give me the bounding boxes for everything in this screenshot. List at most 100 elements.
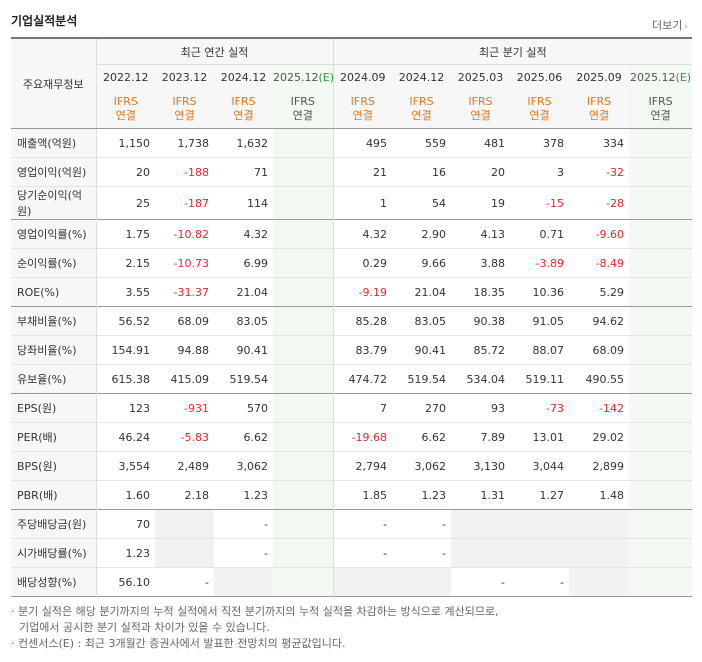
table-cell (273, 451, 334, 481)
table-cell: 91.05 (532, 314, 565, 328)
table-cell: -8.49 (595, 256, 625, 270)
period-header: 2025.12(E) (273, 64, 334, 90)
table-cell (273, 186, 334, 220)
table-cell (629, 277, 693, 307)
table-cell (273, 128, 334, 158)
table-cell: - (560, 575, 565, 589)
table-cell: 9.66 (421, 256, 447, 270)
table-cell: 3.88 (480, 256, 506, 270)
table-cell: -5.83 (180, 430, 209, 444)
table-cell: 3,062 (414, 459, 447, 473)
table-cell: 114 (247, 196, 268, 210)
period-header: 2025.12(E) (629, 64, 693, 90)
more-label: 더보기 (652, 19, 683, 32)
table-cell (569, 509, 630, 539)
table-cell (629, 422, 693, 452)
table-row: 배당성향(%) 56.10 - - - (11, 567, 693, 597)
table-cell: 6.99 (243, 256, 269, 270)
table-row: PER(배) 46.24 -5.83 6.62 -19.68 6.62 7.89 13.01 2… (11, 422, 693, 452)
table-cell (273, 364, 334, 394)
table-cell: 21.04 (414, 285, 447, 299)
table-cell (273, 480, 334, 510)
table-cell (629, 186, 693, 220)
table-cell: 29.02 (592, 430, 625, 444)
table-cell: 19 (491, 196, 506, 210)
table-cell: 559 (425, 136, 447, 150)
table-row: 매출액(억원) 1,150 1,738 1,632 495 559 481 378 334 (11, 128, 693, 158)
table-row: BPS(원) 3,554 2,489 3,062 2,794 3,062 3,130 3,04… (11, 451, 693, 481)
note-quarterly-calc: · 분기 실적은 해당 분기까지의 누적 실적에서 직전 분기까지의 누적 실적… (11, 605, 499, 618)
table-row: 유보율(%) 615.38 415.09 519.54 474.72 519.54 534.… (11, 364, 693, 394)
more-link[interactable]: 더보기 › (652, 17, 688, 33)
row-label: 당좌비율(%) (11, 335, 96, 365)
table-cell: 415.09 (170, 372, 210, 386)
ifrs-label: IFRS 연결 (273, 90, 334, 129)
table-cell (273, 306, 334, 336)
table-cell: 94.62 (592, 314, 625, 328)
table-cell: 519.54 (407, 372, 447, 386)
corner-label: 주요재무정보 (11, 37, 96, 129)
table-cell (629, 393, 693, 423)
table-cell: 46.24 (95, 422, 155, 452)
table-cell: 495 (332, 128, 393, 158)
table-cell: 519.54 (229, 372, 269, 386)
table-cell: 90.41 (414, 343, 447, 357)
table-cell: 3,554 (95, 451, 155, 481)
table-cell: 20 (491, 165, 506, 179)
table-cell (629, 157, 693, 187)
ifrs-label: IFRS 연결 (569, 90, 630, 129)
period-header: 2025.03 (451, 64, 511, 90)
table-row: 부채비율(%) 56.52 68.09 83.05 85.28 83.05 90.38 91.… (11, 306, 693, 336)
period-label: 2025.12 (630, 71, 676, 84)
table-cell: 1.23 (95, 538, 155, 568)
table-cell: 2.90 (421, 227, 447, 241)
ifrs-label: IFRS 연결 (95, 90, 155, 129)
table-cell (273, 248, 334, 278)
ifrs-label: IFRS 연결 (510, 90, 570, 129)
table-cell: - (264, 546, 268, 560)
table-cell: 68.09 (177, 314, 210, 328)
table-cell: 85.28 (332, 306, 393, 336)
table-cell (273, 335, 334, 365)
table-cell: 56.10 (95, 567, 155, 597)
table-cell: 2.18 (184, 488, 210, 502)
table-cell: 21.04 (236, 285, 269, 299)
table-cell (273, 422, 334, 452)
table-cell: 13.01 (532, 430, 565, 444)
table-cell (629, 480, 693, 510)
table-cell: 21 (332, 157, 393, 187)
table-cell: - (442, 546, 447, 560)
table-cell: 18.35 (473, 285, 506, 299)
row-label: PER(배) (11, 422, 96, 452)
table-cell: 7 (332, 393, 393, 423)
row-label: 주당배당금(원) (11, 509, 96, 539)
table-cell: 270 (425, 401, 447, 415)
row-label: 영업이익률(%) (11, 219, 96, 249)
row-label: 당기순이익(억원) (11, 186, 96, 220)
table-cell: -9.60 (595, 227, 625, 241)
period-header: 2022.12 (95, 64, 155, 90)
row-label: 시가배당률(%) (11, 538, 96, 568)
table-cell: 123 (95, 393, 155, 423)
table-cell: 534.04 (466, 372, 506, 386)
table-cell (273, 393, 334, 423)
table-cell: 25 (95, 186, 155, 220)
table-cell (629, 335, 693, 365)
table-row: 영업이익률(%) 1.75 -10.82 4.32 4.32 2.90 4.13 0.71 -9… (11, 219, 693, 249)
table-cell: 3,062 (236, 459, 269, 473)
table-cell: 1.27 (539, 488, 565, 502)
table-cell: 6.62 (243, 430, 269, 444)
table-row: 당좌비율(%) 154.91 94.88 90.41 83.79 90.41 85.72 88… (11, 335, 693, 365)
table-cell (273, 277, 334, 307)
table-cell: 7.89 (480, 430, 506, 444)
table-row: ROE(%) 3.55 -31.37 21.04 -9.19 21.04 18.35 10.3… (11, 277, 693, 307)
table-cell: 2,794 (332, 451, 393, 481)
ifrs-label: IFRS 연결 (451, 90, 511, 129)
row-label: PBR(배) (11, 480, 96, 510)
table-row: 시가배당률(%) 1.23 - - - (11, 538, 693, 568)
table-cell: 1,738 (177, 136, 210, 150)
table-cell: 6.62 (421, 430, 447, 444)
section-title: 기업실적분석 (11, 14, 78, 28)
table-row: 순이익률(%) 2.15 -10.73 6.99 0.29 9.66 3.88 -3.89 -8… (11, 248, 693, 278)
